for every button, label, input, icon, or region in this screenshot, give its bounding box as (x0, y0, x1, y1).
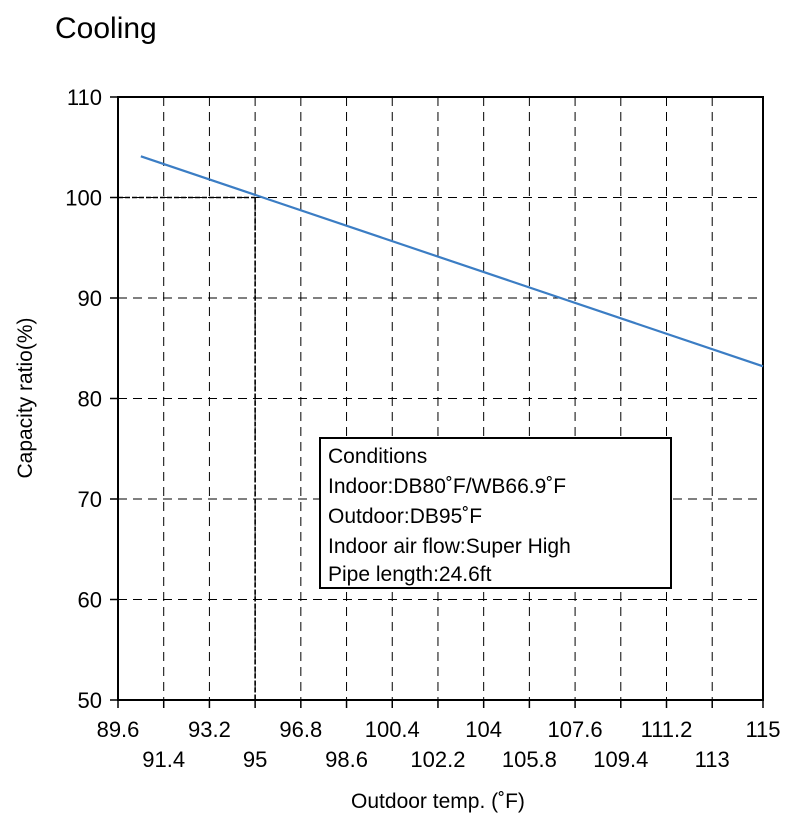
grid (118, 97, 763, 700)
x-tick-label: 102.2 (410, 747, 465, 772)
y-tick-label: 80 (78, 387, 102, 412)
conditions-outdoor: Outdoor:DB95˚F (328, 505, 482, 528)
x-tick-label: 104 (465, 717, 502, 742)
x-tick-label: 111.2 (641, 717, 693, 742)
chart-title: Cooling (55, 12, 157, 45)
y-tick-label: 50 (78, 688, 102, 713)
x-tick-label: 91.4 (142, 747, 185, 772)
conditions-indoor: Indoor:DB80˚F/WB66.9˚F (328, 475, 566, 498)
conditions-heading: Conditions (328, 445, 427, 468)
y-tick-label: 110 (67, 85, 102, 110)
conditions-box: Conditions Indoor:DB80˚F/WB66.9˚F Outdoo… (319, 437, 672, 589)
x-tick-label: 98.6 (325, 747, 368, 772)
axis-ticks: 89.6 93.2 96.8 100.4 104 107.6 111.2 115 91.4 95 9… (65, 85, 780, 772)
x-tick-label: 115 (745, 717, 780, 742)
x-tick-label: 109.4 (593, 747, 648, 772)
conditions-pipe-length: Pipe length:24.6ft (328, 563, 492, 586)
reference-lines (118, 196, 256, 700)
x-tick-label: 89.6 (97, 717, 140, 742)
x-tick-label: 107.6 (548, 717, 603, 742)
x-tick-label: 113 (695, 747, 730, 772)
y-tick-label: 70 (78, 487, 102, 512)
capacity-ratio-line (140, 155, 764, 368)
x-tick-label: 93.2 (188, 717, 231, 742)
series-layer (140, 155, 764, 368)
x-axis-label: Outdoor temp. (˚F) (351, 790, 525, 813)
conditions-air-flow: Indoor air flow:Super High (328, 535, 571, 558)
y-tick-label: 60 (78, 588, 102, 613)
y-tick-label: 90 (78, 286, 102, 311)
y-axis-label: Capacity ratio(%) (14, 317, 37, 478)
x-tick-label: 96.8 (279, 717, 322, 742)
y-tick-label: 100 (65, 186, 102, 211)
x-tick-label: 105.8 (502, 747, 557, 772)
x-tick-label: 95 (243, 747, 267, 772)
x-tick-label: 100.4 (365, 717, 420, 742)
